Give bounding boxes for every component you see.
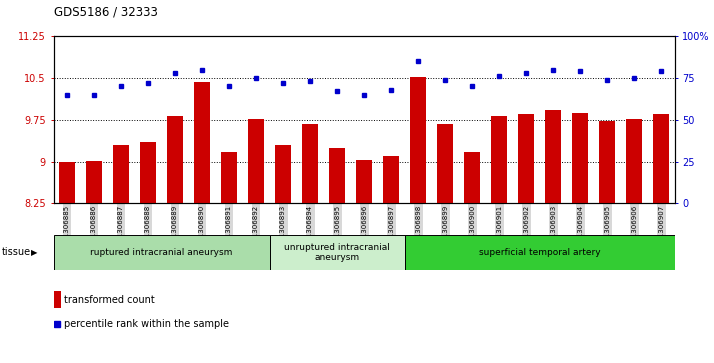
Text: ▶: ▶ <box>31 248 37 257</box>
Bar <box>113 145 129 203</box>
Bar <box>248 119 264 203</box>
Bar <box>410 77 426 203</box>
Text: ruptured intracranial aneurysm: ruptured intracranial aneurysm <box>91 248 233 257</box>
Bar <box>302 124 318 203</box>
Bar <box>464 151 481 203</box>
Bar <box>194 82 210 203</box>
Bar <box>356 160 372 203</box>
Bar <box>221 151 237 203</box>
Bar <box>437 124 453 203</box>
Bar <box>86 161 102 203</box>
Text: unruptured intracranial
aneurysm: unruptured intracranial aneurysm <box>284 242 390 262</box>
FancyBboxPatch shape <box>54 235 270 270</box>
Bar <box>275 145 291 203</box>
Bar <box>167 116 183 203</box>
Text: GDS5186 / 32333: GDS5186 / 32333 <box>54 5 157 19</box>
Bar <box>491 116 507 203</box>
Text: superficial temporal artery: superficial temporal artery <box>479 248 600 257</box>
Text: tissue: tissue <box>2 247 31 257</box>
Text: transformed count: transformed count <box>64 295 155 305</box>
Bar <box>140 142 156 203</box>
Bar <box>599 122 615 203</box>
FancyBboxPatch shape <box>270 235 405 270</box>
Bar <box>383 156 399 203</box>
Bar <box>626 119 643 203</box>
Bar <box>572 113 588 203</box>
Bar <box>329 148 346 203</box>
FancyBboxPatch shape <box>405 235 675 270</box>
Bar <box>653 114 669 203</box>
Text: percentile rank within the sample: percentile rank within the sample <box>64 319 229 329</box>
Bar <box>59 162 75 203</box>
Bar <box>518 114 534 203</box>
Bar <box>54 291 61 308</box>
Bar <box>545 110 561 203</box>
